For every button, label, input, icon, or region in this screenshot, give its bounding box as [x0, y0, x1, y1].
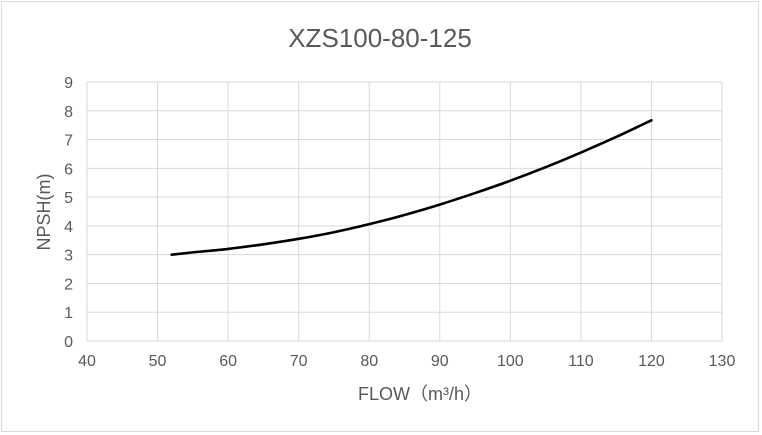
y-tick-label: 8 [64, 104, 73, 121]
y-axis-label: NPSH(m) [34, 174, 54, 251]
y-tick-label: 7 [64, 133, 73, 150]
y-tick-label: 5 [64, 190, 73, 207]
y-tick-label: 6 [64, 161, 73, 178]
gridlines [86, 81, 723, 342]
series-line [170, 118, 653, 256]
x-tick-label: 90 [431, 353, 449, 370]
x-tick-label: 60 [219, 353, 237, 370]
y-tick-label: 1 [64, 305, 73, 322]
x-tick-label: 40 [78, 353, 96, 370]
chart-title: XZS100-80-125 [288, 23, 472, 53]
y-tick-label: 9 [64, 75, 73, 92]
x-tick-label: 100 [497, 353, 524, 370]
x-tick-label: 50 [149, 353, 167, 370]
y-tick-label: 4 [64, 219, 73, 236]
x-tick-label: 130 [709, 353, 736, 370]
x-tick-label: 80 [360, 353, 378, 370]
x-tick-label: 120 [638, 353, 665, 370]
y-tick-label: 2 [64, 276, 73, 293]
x-tick-label: 110 [568, 353, 594, 370]
x-axis-label: FLOW（m³/h） [358, 384, 482, 404]
y-tick-label: 3 [64, 248, 73, 265]
tick-labels: 0 1 2 3 4 5 6 7 8 9 40 50 60 70 80 90 100 110 120 130 [64, 75, 735, 370]
y-tick-label: 0 [64, 334, 73, 351]
x-tick-label: 70 [290, 353, 308, 370]
series-layer [170, 118, 653, 256]
